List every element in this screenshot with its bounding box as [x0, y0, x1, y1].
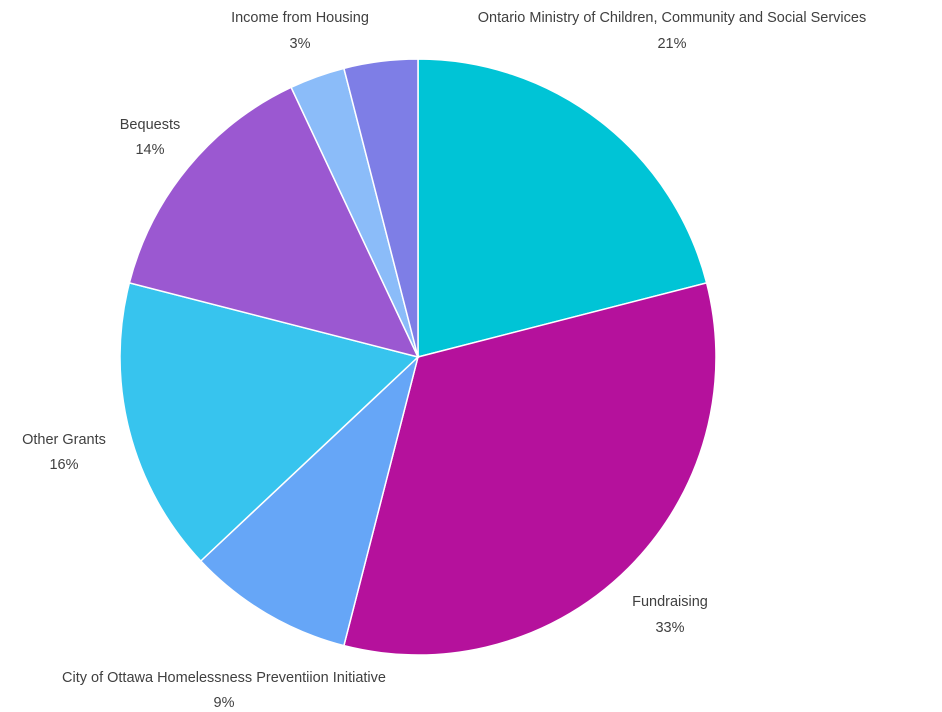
value-ontario-ministry: 21%	[657, 36, 686, 52]
pie-slice-2	[199, 354, 420, 647]
value-other-grants: 16%	[49, 457, 78, 473]
label-ontario-ministry: Ontario Ministry of Children, Community …	[478, 10, 866, 26]
pie-slice-4	[128, 86, 420, 359]
label-income-from-housing: Income from Housing	[231, 10, 369, 26]
value-fundraising: 33%	[655, 620, 684, 636]
value-city-of-ottawa: 9%	[214, 695, 235, 711]
value-bequests: 14%	[135, 142, 164, 158]
value-income-from-housing: 3%	[290, 36, 311, 52]
pie-slice-3	[119, 281, 420, 563]
pie-slice-1	[342, 281, 717, 656]
pie-slice-0	[417, 58, 708, 358]
pie-slice-6	[342, 58, 419, 358]
label-other-grants: Other Grants	[22, 432, 106, 448]
pie-slices	[119, 58, 717, 656]
label-fundraising: Fundraising	[632, 594, 708, 610]
label-bequests: Bequests	[120, 117, 180, 133]
label-city-of-ottawa: City of Ottawa Homelessness Preventiion …	[62, 670, 386, 686]
